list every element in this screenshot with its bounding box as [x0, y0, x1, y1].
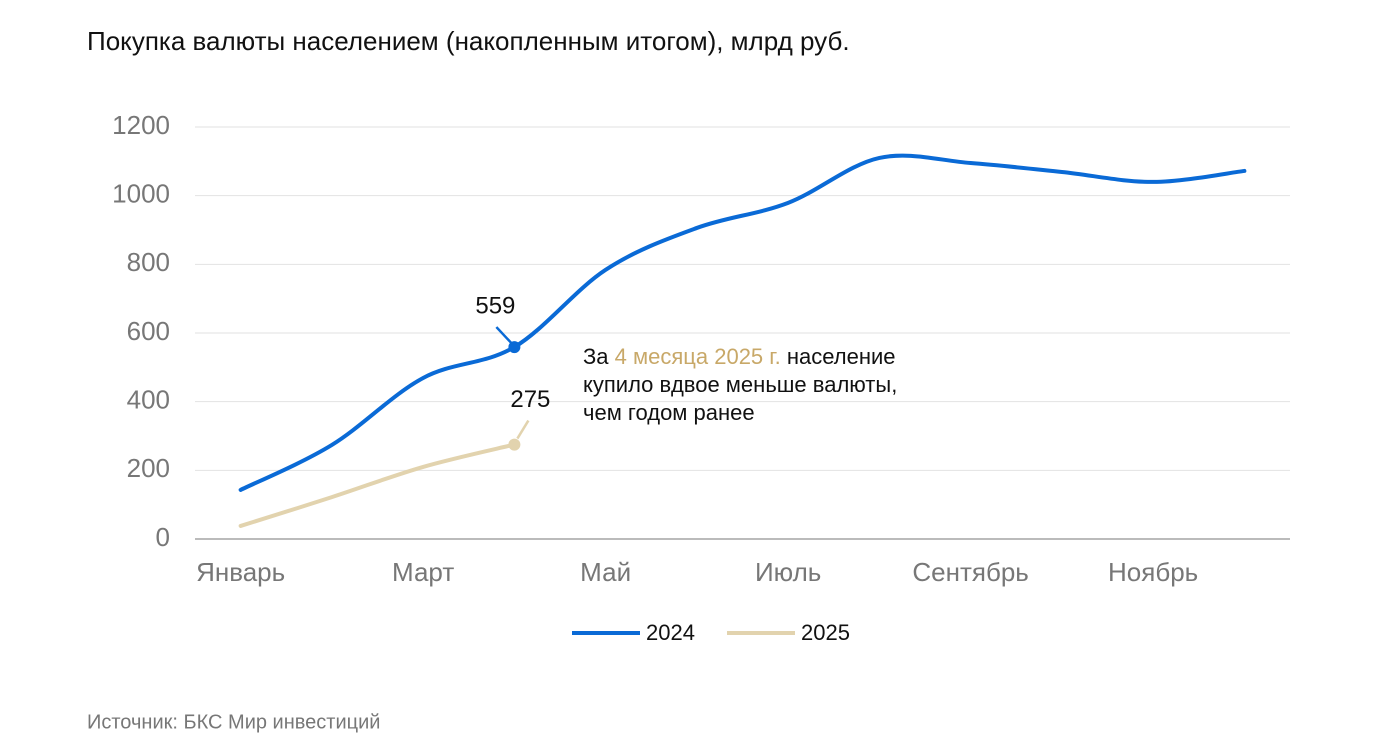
data-label: 559 [475, 292, 515, 319]
chart-title: Покупка валюты населением (накопленным и… [87, 26, 850, 56]
source: Источник: БКС Мир инвестиций [87, 711, 380, 733]
annotation-highlight: 4 месяца 2025 г. [614, 344, 781, 369]
line-2025 [238, 442, 517, 528]
annotation-text: чем годом ранее [583, 400, 755, 425]
x-tick-label: Июль [755, 557, 821, 587]
annotation-text: За [583, 344, 609, 369]
y-tick-label: 1000 [112, 179, 170, 209]
y-tick-label: 400 [127, 385, 170, 415]
leader-line [495, 326, 513, 344]
line-2024 [238, 153, 1247, 492]
data-point [508, 438, 521, 451]
annotation-text: население [786, 344, 896, 369]
x-tick-label: Сентябрь [912, 557, 1028, 587]
y-tick-label: 1200 [112, 110, 170, 140]
data-label: 275 [510, 386, 550, 413]
x-tick-label: Март [392, 557, 454, 587]
y-tick-label: 600 [127, 316, 170, 346]
annotation: За 4 месяца 2025 г. население купило вдв… [583, 343, 897, 427]
leader-line [516, 419, 530, 440]
annotation-text: купило вдвое меньше валюты, [583, 372, 898, 397]
x-tick-label: Январь [196, 557, 285, 587]
legend-label: 2024 [646, 620, 695, 645]
x-tick-label: Ноябрь [1108, 557, 1198, 587]
y-tick-label: 200 [127, 453, 170, 483]
legend-label: 2025 [801, 620, 850, 645]
data-point [508, 341, 521, 354]
y-tick-label: 800 [127, 247, 170, 277]
x-tick-label: Май [580, 557, 631, 587]
y-tick-label: 0 [156, 522, 170, 552]
